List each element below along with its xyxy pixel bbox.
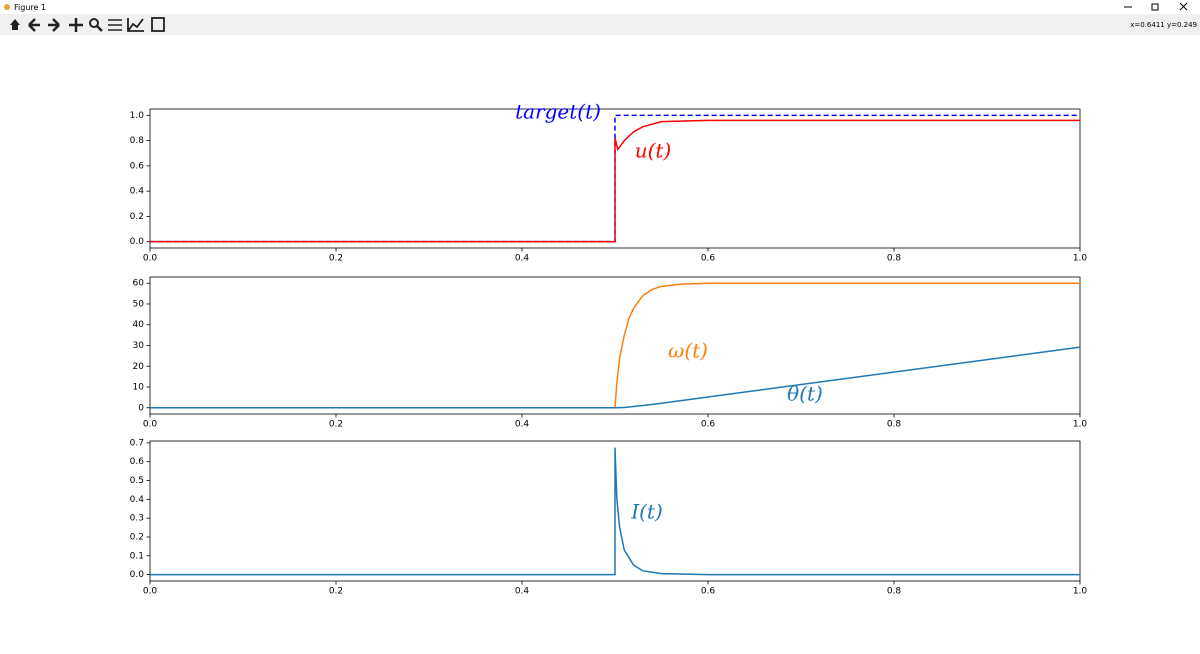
y-tick-label: 0.8 xyxy=(130,136,145,146)
series-line xyxy=(150,447,1080,576)
axes-frame xyxy=(149,276,1081,415)
title-bar xyxy=(0,0,1200,14)
y-tick-label: 0.7 xyxy=(130,438,144,448)
x-tick-label: 0.8 xyxy=(887,254,902,264)
back-button[interactable] xyxy=(28,18,40,32)
cursor-status: x=0.6411 y=0.249 xyxy=(1130,21,1197,29)
y-tick-label: 0.0 xyxy=(130,237,145,247)
y-tick-label: 40 xyxy=(133,320,145,330)
y-tick-label: 0.3 xyxy=(130,514,144,524)
series-label: I(t) xyxy=(630,500,663,524)
y-tick-label: 20 xyxy=(133,362,145,372)
window-title: Figure 1 xyxy=(14,3,46,12)
x-tick-label: 0.8 xyxy=(887,420,902,430)
zoom-handle xyxy=(96,25,103,32)
x-tick-label: 0.0 xyxy=(143,254,158,264)
close-button[interactable] xyxy=(1179,2,1188,11)
x-tick-label: 0.2 xyxy=(329,420,343,430)
y-tick-label: 50 xyxy=(133,299,145,309)
series-line xyxy=(150,119,1080,243)
configure-button[interactable] xyxy=(108,19,122,31)
x-tick-label: 1.0 xyxy=(1073,420,1088,430)
y-tick-label: 0.2 xyxy=(130,532,144,542)
save-button[interactable] xyxy=(151,17,165,32)
x-tick-label: 0.0 xyxy=(143,420,158,430)
x-tick-label: 1.0 xyxy=(1073,254,1088,264)
forward-button[interactable] xyxy=(48,18,60,32)
series-label: u(t) xyxy=(635,139,672,163)
home-button[interactable] xyxy=(10,19,20,30)
y-tick-label: 0.6 xyxy=(130,457,145,467)
x-tick-label: 0.2 xyxy=(329,587,343,597)
x-tick-label: 0.6 xyxy=(701,587,716,597)
y-tick-label: 0 xyxy=(138,403,144,413)
series-line xyxy=(150,346,1081,409)
x-tick-label: 0.4 xyxy=(515,587,530,597)
series-label: θ(t) xyxy=(787,382,823,406)
series-line xyxy=(150,282,1080,409)
x-tick-label: 0.8 xyxy=(887,587,902,597)
x-tick-label: 0.0 xyxy=(143,587,158,597)
x-tick-label: 1.0 xyxy=(1073,587,1088,597)
y-tick-label: 1.0 xyxy=(130,111,145,121)
x-tick-label: 0.6 xyxy=(701,254,716,264)
toolbar xyxy=(0,14,1200,35)
y-tick-label: 0.4 xyxy=(130,187,145,197)
restore-button[interactable] xyxy=(1151,3,1159,11)
y-tick-label: 0.6 xyxy=(130,161,145,171)
edit-axes-button[interactable] xyxy=(127,18,144,32)
zoom-button[interactable] xyxy=(89,18,99,28)
y-tick-label: 10 xyxy=(133,383,145,393)
app-icon xyxy=(4,4,10,10)
series-label: ω(t) xyxy=(668,339,708,363)
pan-button[interactable] xyxy=(69,18,83,32)
x-tick-label: 0.4 xyxy=(515,420,530,430)
y-tick-label: 0.2 xyxy=(130,212,144,222)
y-tick-label: 0.5 xyxy=(130,476,144,486)
y-tick-label: 0.4 xyxy=(130,495,145,505)
y-tick-label: 30 xyxy=(133,341,145,351)
y-tick-label: 60 xyxy=(133,279,145,289)
series-label: target(t) xyxy=(515,100,601,124)
x-tick-label: 0.6 xyxy=(701,420,716,430)
x-tick-label: 0.4 xyxy=(515,254,530,264)
y-tick-label: 0.1 xyxy=(130,551,144,561)
y-tick-label: 0.0 xyxy=(130,570,145,580)
x-tick-label: 0.2 xyxy=(329,254,343,264)
